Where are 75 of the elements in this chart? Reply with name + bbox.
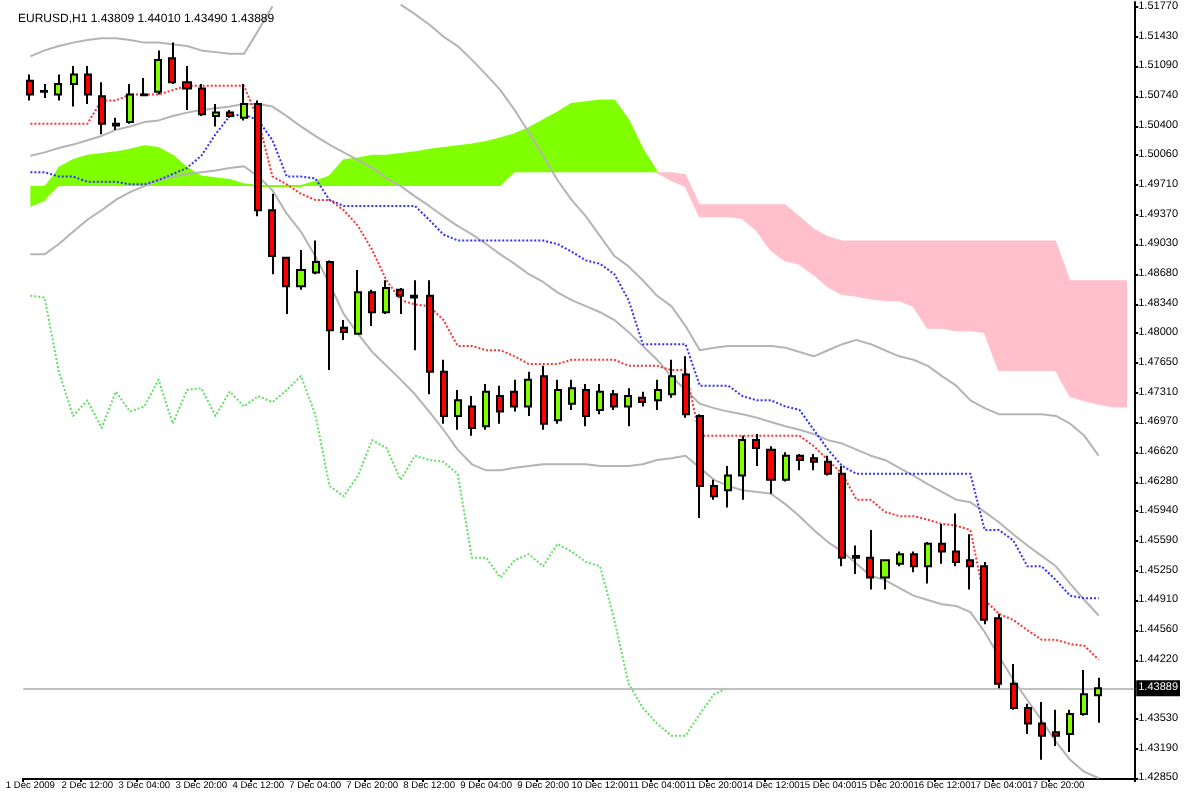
candlestick: [354, 268, 362, 335]
candlestick: [568, 378, 576, 411]
candlestick: [654, 378, 662, 411]
candlestick: [824, 454, 832, 477]
candlestick: [624, 387, 632, 428]
candlestick: [326, 259, 334, 372]
candlestick: [182, 64, 192, 112]
candlestick: [554, 378, 562, 425]
candlestick: [838, 465, 846, 568]
candlestick: [866, 528, 874, 591]
candlestick: [254, 99, 262, 218]
candlestick: [168, 41, 176, 86]
candlestick: [1080, 668, 1088, 717]
candlestick: [1038, 700, 1046, 761]
candlestick: [924, 541, 932, 585]
candlestick: [84, 64, 92, 105]
candlestick: [340, 319, 348, 341]
candlestick: [468, 395, 476, 437]
candlestick: [696, 413, 704, 519]
candlestick: [126, 83, 134, 125]
candlestick: [382, 279, 390, 315]
candlestick: [524, 370, 532, 417]
candlestick: [112, 116, 120, 131]
candlestick: [980, 560, 988, 626]
candlestick: [396, 287, 404, 315]
candlestick: [140, 77, 148, 98]
candlestick: [724, 465, 732, 509]
candlestick: [952, 512, 960, 568]
candlestick: [810, 452, 818, 472]
candlestick: [440, 358, 448, 425]
candlestick: [738, 434, 746, 501]
candlestick: [454, 389, 462, 431]
candlestick: [212, 102, 220, 128]
candlestick: [26, 73, 34, 102]
candlestick: [154, 49, 162, 96]
candlestick: [296, 249, 306, 291]
candlestick: [938, 522, 946, 565]
candlestick: [482, 382, 490, 431]
candlestick: [966, 533, 974, 591]
candlestick: [1010, 662, 1018, 711]
candlestick: [368, 288, 376, 328]
candlestick: [796, 452, 804, 472]
candlestick: [240, 83, 248, 122]
candlestick: [426, 279, 434, 396]
candlestick: [1066, 708, 1074, 754]
candlestick: [682, 355, 690, 419]
candlestick: [880, 559, 890, 591]
candlestick: [1094, 676, 1102, 724]
candlestick: [510, 378, 518, 413]
candlestick: [40, 83, 48, 99]
candlestick: [70, 64, 78, 108]
candlestick: [198, 83, 206, 118]
candlestick: [496, 384, 504, 425]
candlestick: [596, 382, 604, 416]
candlestick: [994, 612, 1002, 690]
candlestick: [638, 390, 646, 408]
candlestick: [668, 358, 676, 399]
candlestick: [766, 445, 776, 495]
candlestick: [54, 73, 62, 102]
candlestick: [312, 239, 320, 276]
candlestick: [98, 81, 106, 136]
candlestick: [582, 382, 590, 428]
candlestick: [896, 550, 904, 568]
candlestick: [540, 364, 548, 431]
candlestick: [710, 478, 718, 501]
candlestick: [410, 279, 418, 352]
candlestick: [910, 550, 918, 574]
candlestick: [1024, 702, 1032, 735]
candlestick: [610, 389, 618, 411]
candlestick: [852, 544, 860, 576]
candlestick: [268, 192, 276, 276]
candlestick: [782, 451, 790, 483]
candlestick: [1052, 708, 1060, 748]
candlestick: [752, 433, 760, 468]
candlestick: [282, 256, 290, 315]
